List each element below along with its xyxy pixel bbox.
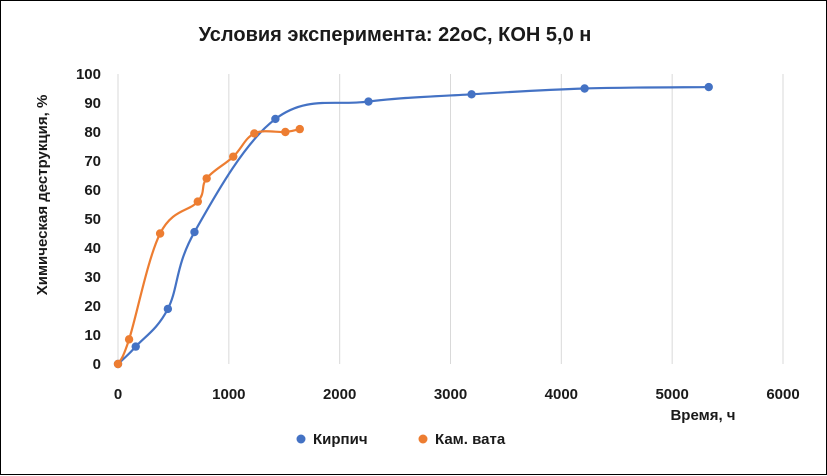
y-tick-label: 10 [84,327,101,344]
y-tick-label: 0 [93,356,101,373]
legend-label: Кирпич [313,431,368,448]
y-tick-label: 90 [84,95,101,112]
y-tick-label: 30 [84,269,101,286]
data-point [704,82,713,92]
y-tick-label: 50 [84,211,101,228]
data-point [364,97,373,106]
data-point [131,342,140,351]
data-point [163,304,173,314]
y-tick-label: 20 [84,298,101,315]
series-lines [116,85,709,365]
y-axis-label: Химическая деструкция, % [34,95,51,296]
x-tick-label: 0 [114,386,122,403]
data-point [113,359,123,369]
y-tick-label: 70 [84,153,101,170]
series-line-1 [116,128,301,365]
data-point [271,114,280,124]
chart-title: Условия эксперимента: 22оС, КОН 5,0 н [199,24,592,46]
y-tick-label: 80 [84,124,101,141]
y-tick-label: 100 [76,66,101,83]
series-points [113,82,713,369]
data-point [202,174,211,183]
data-point [193,197,202,206]
data-point [190,227,199,237]
x-tick-label: 5000 [655,386,688,403]
data-point [295,124,304,134]
x-tick-label: 3000 [434,386,467,403]
series-line-0 [117,85,709,365]
data-point [467,90,476,99]
y-tick-labels: 0 10 20 30 40 50 60 70 80 90 100 [76,66,101,373]
y-tick-label: 40 [84,240,101,257]
x-tick-label: 1000 [212,386,245,403]
y-tick-label: 60 [84,182,101,199]
x-tick-label: 6000 [766,386,799,403]
x-tick-label: 4000 [545,386,578,403]
data-point [580,84,589,93]
x-tick-labels: 0 1000 2000 3000 4000 5000 6000 [114,386,800,403]
legend-label: Кам. вата [435,431,506,448]
data-point [229,152,238,161]
x-tick-label: 2000 [323,386,356,403]
legend-marker [296,434,306,444]
x-axis-label: Время, ч [670,407,735,424]
data-point [124,335,134,344]
grid [117,74,784,364]
legend-marker [418,434,428,444]
data-point [281,127,290,137]
legend: Кирпич Кам. вата [296,431,506,448]
data-point [155,229,165,238]
data-point [250,129,259,138]
